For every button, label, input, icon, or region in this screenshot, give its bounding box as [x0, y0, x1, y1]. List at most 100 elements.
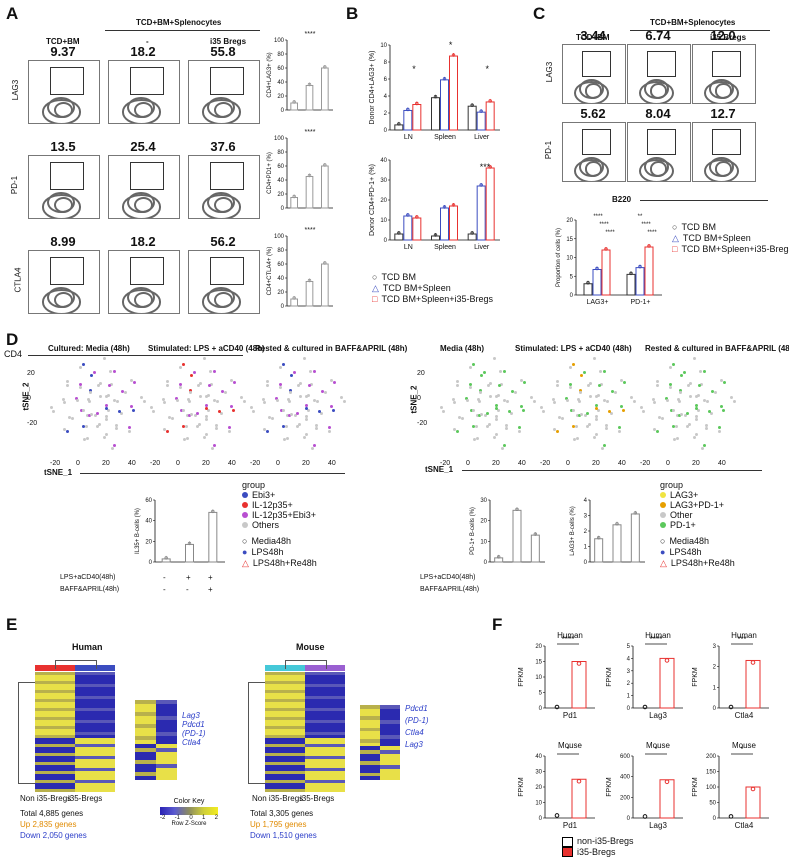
tsne-dot — [85, 424, 88, 428]
tsne-dot — [286, 398, 290, 401]
heatmap-cell — [305, 771, 345, 775]
tsne-dot — [568, 385, 572, 389]
tsne-plot — [145, 352, 250, 457]
tsne-dot — [596, 394, 600, 398]
y-axis-label: FPKM — [692, 667, 699, 687]
tsne-dot — [166, 380, 170, 384]
legend-symbol: ○ — [242, 536, 248, 546]
heatmap-cell — [75, 744, 115, 748]
e-color-key-title: Color Key — [173, 798, 205, 805]
legend-item: ○ Media48h — [242, 536, 317, 547]
data-point — [638, 264, 642, 269]
flow-contour — [714, 83, 733, 99]
tsne-dot — [556, 380, 560, 384]
tsne-dot — [494, 432, 498, 436]
tsne-dot — [110, 446, 114, 450]
tsne-dot — [197, 384, 200, 387]
tsne-dot — [578, 413, 582, 417]
tsne-dot — [281, 409, 285, 413]
flow-value: 9.37 — [50, 44, 76, 59]
legend-item: ○ TCD BM — [672, 222, 789, 233]
y-tick-label: 400 — [620, 775, 631, 781]
tsne-plot — [635, 352, 740, 457]
heatmap-cell — [305, 774, 345, 778]
tsne-dot — [304, 432, 308, 436]
heatmap-cell — [305, 735, 345, 739]
bar — [626, 273, 636, 296]
tsne-dot — [102, 435, 106, 439]
data-point — [629, 271, 633, 276]
tsne-dot — [181, 362, 185, 366]
tsne-dot — [487, 422, 491, 426]
heatmap-cell — [135, 768, 156, 773]
bar — [440, 79, 449, 131]
group-legend-item: LAG3+ — [660, 490, 735, 500]
tsne-x-tick: 20 — [102, 460, 110, 467]
legend-symbol: △ — [242, 558, 249, 568]
tsne-dot — [181, 409, 185, 413]
tsne-dot — [105, 407, 109, 411]
tsne-dot — [686, 424, 690, 428]
tsne-x-tick: 40 — [228, 460, 236, 467]
heatmap-cell — [135, 764, 156, 769]
heatmap-cell — [35, 714, 75, 718]
group-legend-item: LAG3+PD-1+ — [660, 500, 735, 510]
y-tick-label: 8 — [384, 60, 388, 66]
tsne-dot — [313, 369, 317, 373]
tsne-dot — [106, 409, 110, 413]
tsne-dot — [705, 399, 709, 403]
c-legend: ○ TCD BM △ TCD BM+Spleen □ TCD BM+Spleen+i35-… — [672, 222, 789, 255]
data-point — [442, 77, 447, 81]
flow-gate — [646, 128, 677, 156]
heatmap-cell — [75, 774, 115, 778]
tsne-dot — [186, 437, 190, 441]
d-r2-m2: - — [186, 585, 189, 594]
heatmap-cell — [35, 687, 75, 691]
legend-symbol: ○ — [372, 272, 378, 282]
tsne-dot — [185, 424, 188, 428]
color-key-tick: -2 — [160, 815, 166, 821]
heatmap-cell — [35, 774, 75, 778]
heatmap-cell — [156, 708, 177, 713]
heatmap-cell — [35, 726, 75, 730]
heatmap-cell — [360, 727, 380, 732]
heatmap-cell — [305, 759, 345, 763]
heatmap-cell — [265, 699, 305, 703]
e-human-title: Human — [72, 642, 103, 652]
bar — [412, 217, 422, 241]
tsne-dot — [703, 398, 707, 402]
tsne-dot — [576, 437, 580, 441]
data-point — [664, 658, 670, 663]
bar — [644, 246, 654, 296]
tsne-dot — [205, 407, 209, 411]
tsne-dot — [580, 373, 584, 377]
tsne-dot — [530, 396, 534, 400]
group-dot — [660, 512, 666, 518]
flow-contour — [649, 83, 668, 99]
bar — [630, 513, 640, 563]
heatmap-cell — [265, 708, 305, 712]
d-r1-m1: - — [163, 573, 166, 582]
tsne-dot — [688, 382, 692, 386]
heatmap-cell — [265, 690, 305, 694]
tsne-dot — [668, 385, 672, 389]
tsne-dot — [119, 412, 123, 416]
flow-plot — [28, 60, 100, 124]
legend-item: ● LPS48h — [242, 547, 317, 558]
significance-mark: **** — [593, 214, 603, 220]
y-tick-label: 50 — [709, 801, 716, 807]
bar — [449, 205, 458, 241]
category-label: Spleen — [434, 134, 456, 141]
flow-contour — [41, 194, 81, 218]
flow-gate — [646, 50, 677, 78]
tsne-dot — [695, 417, 698, 421]
significance-mark: *** — [737, 635, 746, 644]
heatmap-cell — [265, 729, 305, 733]
tsne-dot — [182, 438, 186, 442]
flow-row-label: PD-1 — [10, 175, 20, 195]
tsne-dot — [492, 435, 496, 439]
tsne-dot — [282, 438, 286, 442]
panel-f-bar-charts: Human05101520FPKM****Pd1Human012345FPKM*… — [518, 631, 769, 830]
tsne-dot — [680, 373, 684, 377]
bar — [485, 167, 495, 241]
